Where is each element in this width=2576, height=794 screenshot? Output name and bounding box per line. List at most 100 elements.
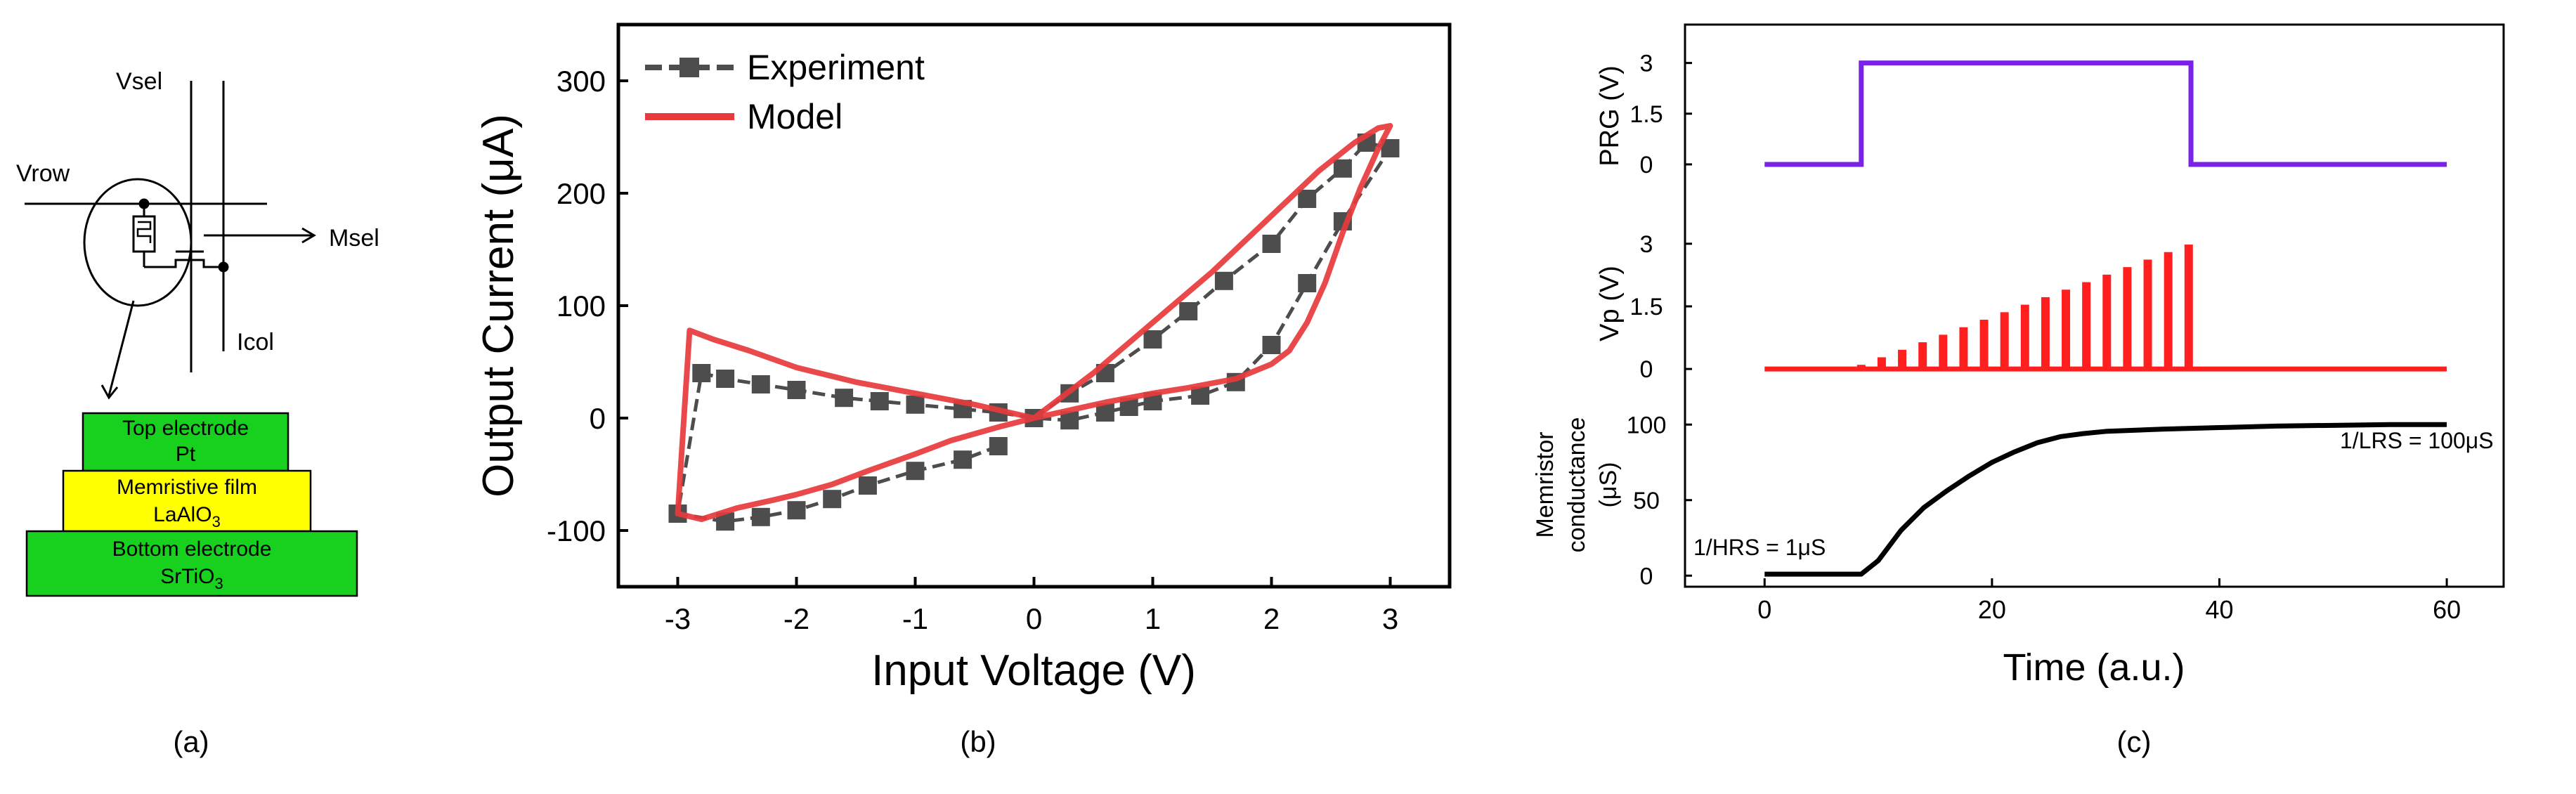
vp-pulse — [2000, 312, 2009, 370]
vp-pulse — [2184, 245, 2193, 370]
vp-pulse — [2102, 274, 2112, 370]
memristive-film-material: LaAlO3 — [153, 503, 221, 531]
memristive-film-layer — [62, 469, 312, 533]
y-tick-label: 0 — [590, 402, 606, 435]
hrs-annotation: 1/HRS = 1μS — [1693, 535, 1826, 560]
chart-c-plot-area — [1764, 60, 2447, 577]
chart-c-y-ticks: 0 1.5 3 0 1.5 3 0 50 100 — [1627, 51, 1692, 590]
chart-b-y-axis-label: Output Current (μA) — [474, 114, 523, 497]
vrow-label: Vrow — [16, 160, 70, 187]
vp-pulse — [1898, 349, 1907, 370]
legend-experiment-label: Experiment — [747, 48, 925, 87]
memristive-film-label: Memristive film — [117, 476, 257, 499]
experiment-point — [989, 437, 1008, 455]
y-tick-label: 300 — [557, 65, 606, 98]
vp-pulse — [1959, 327, 1968, 370]
vp-pulse — [1877, 357, 1886, 370]
experiment-point — [751, 507, 770, 526]
conductance-label-line-2: conductance — [1563, 417, 1590, 553]
x-tick-label: 3 — [1382, 602, 1398, 635]
conductance-y-tick-label: 0 — [1640, 563, 1653, 590]
experiment-point — [1191, 386, 1210, 405]
chart-b-frame — [616, 22, 1452, 589]
bottom-electrode-layer — [25, 530, 358, 597]
vsel-label: Vsel — [116, 68, 162, 95]
bottom-electrode-material: SrTiO3 — [160, 565, 223, 592]
x-tick-label: 1 — [1145, 602, 1161, 635]
cell-pointer — [108, 300, 135, 396]
msel-arrow-head — [301, 227, 316, 244]
conductance-label-line-1: Memristor — [1532, 431, 1559, 538]
experiment-point — [1179, 302, 1198, 320]
experiment-point — [787, 381, 806, 399]
chart-b-plot-area — [668, 123, 1400, 531]
bottom-electrode-label: Bottom electrode — [112, 538, 272, 561]
column-node-dot — [218, 261, 229, 273]
experiment-point — [751, 375, 770, 393]
vp-y-tick-label: 3 — [1640, 231, 1653, 258]
chart-b-x-axis-label: Input Voltage (V) — [871, 646, 1196, 695]
vp-y-axis-label: Vp (V) — [1595, 266, 1625, 341]
x-tick-label: -3 — [665, 602, 691, 635]
conductance-curve — [1764, 422, 2447, 577]
device-stack — [25, 412, 358, 597]
chart-c-x-ticks: 0 20 40 60 — [1757, 578, 2461, 624]
vp-pulse — [2143, 259, 2152, 370]
icol-label: Icol — [237, 329, 274, 356]
conductance-label-line-3: (μS) — [1595, 462, 1622, 508]
lrs-annotation: 1/LRS = 100μS — [2340, 428, 2494, 453]
panel-a-label: (a) — [173, 725, 209, 758]
vp-pulse — [2020, 304, 2029, 370]
cell-pointer-head — [100, 384, 119, 400]
transistor-channel — [144, 259, 223, 268]
chart-b-y-ticks: -100 0 100 200 300 — [547, 65, 628, 547]
x-tick-label: 2 — [1263, 602, 1280, 635]
conductance-y-tick-label: 100 — [1627, 412, 1667, 438]
x-tick-label: 60 — [2433, 595, 2461, 624]
x-tick-label: -2 — [783, 602, 809, 635]
panel-b: -3 -2 -1 0 1 2 3 -100 0 100 200 300 Input Voltage … — [474, 22, 1452, 758]
vp-pulse — [2062, 289, 2071, 370]
cell-outline — [83, 178, 193, 307]
prg-y-tick-label: 3 — [1640, 51, 1653, 77]
panel-b-label: (b) — [960, 725, 996, 758]
experiment-point — [716, 370, 735, 388]
vp-pulse — [1939, 334, 1948, 370]
experiment-point — [870, 392, 889, 410]
experiment-point — [906, 395, 925, 414]
memristor-zigzag — [136, 221, 152, 243]
vp-pulse — [1856, 365, 1866, 370]
experiment-point — [954, 450, 972, 469]
experiment-point — [1143, 330, 1162, 349]
chart-c-frame — [1684, 23, 2505, 588]
experiment-point — [692, 364, 711, 382]
experiment-point — [787, 501, 806, 520]
model-series-line — [675, 123, 1393, 522]
prg-waveform — [1764, 60, 2447, 167]
x-tick-label: 0 — [1757, 595, 1771, 624]
conductance-y-axis-label: Memristor conductance (μS) — [1532, 417, 1622, 553]
prg-y-axis-label: PRG (V) — [1595, 65, 1625, 167]
msel-label: Msel — [329, 225, 379, 252]
experiment-series-line — [675, 141, 1393, 523]
vp-pulse — [2082, 282, 2091, 370]
vp-pulse — [2041, 297, 2050, 370]
prg-y-tick-label: 1.5 — [1629, 101, 1663, 128]
y-tick-label: 200 — [557, 177, 606, 210]
experiment-point — [823, 490, 842, 509]
experiment-point — [835, 389, 854, 408]
chart-b-x-ticks: -3 -2 -1 0 1 2 3 — [665, 577, 1398, 635]
experiment-point — [858, 476, 877, 495]
panel-c-label: (c) — [2117, 725, 2152, 758]
y-tick-label: 100 — [557, 289, 606, 323]
vp-pulse — [1918, 342, 1927, 370]
experiment-point — [1298, 190, 1317, 208]
experiment-point — [1262, 336, 1281, 354]
experiment-point — [906, 462, 925, 481]
legend-experiment-marker — [679, 58, 699, 77]
experiment-point — [1333, 159, 1352, 178]
vp-y-tick-label: 0 — [1640, 356, 1653, 383]
x-tick-label: -1 — [902, 602, 928, 635]
panel-a: Vsel Vrow Msel Icol Top electrode Pt Mem… — [16, 68, 379, 758]
